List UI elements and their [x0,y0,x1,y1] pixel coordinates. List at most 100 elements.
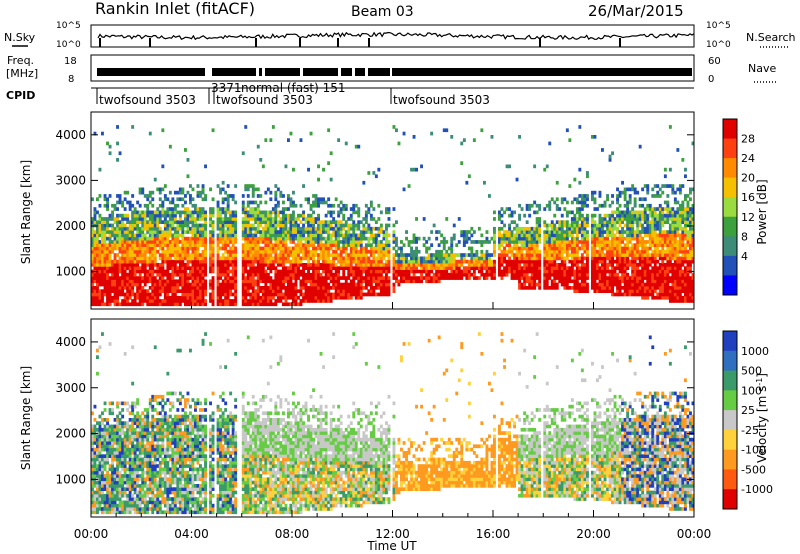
heatmap-cell [377,167,381,172]
heatmap-cell [194,263,197,267]
heatmap-cell [317,223,320,228]
heatmap-cell [108,279,112,284]
heatmap-cell [163,230,167,234]
heatmap-cell [550,259,554,264]
heatmap-cell [199,217,202,221]
heatmap-cell [246,292,250,297]
heatmap-cell [558,263,562,267]
heatmap-cell [382,263,386,267]
heatmap-cell [327,233,331,238]
heatmap-cell [279,253,283,257]
heatmap-cell [608,249,612,254]
heatmap-cell [163,197,167,202]
heatmap-cell [274,259,278,264]
heatmap-cell [465,276,469,280]
heatmap-cell [643,230,647,234]
heatmap-cell [103,259,107,264]
heatmap-cell [191,226,195,231]
heatmap-cell [525,246,529,251]
heatmap-cell [410,269,413,274]
heatmap-cell [284,213,288,218]
heatmap-cell [101,256,104,261]
heatmap-cell [307,236,310,241]
heatmap-cell [593,259,597,264]
heatmap-cell [533,272,537,277]
heatmap-cell [251,217,255,221]
heatmap-cell [636,289,640,293]
heatmap-cell [194,272,197,277]
heatmap-cell [500,256,504,261]
heatmap-cell [467,253,471,257]
heatmap-cell [460,269,464,274]
heatmap-cell [415,259,418,264]
heatmap-cell [633,190,637,195]
heatmap-cell [186,276,190,280]
heatmap-cell [234,217,238,221]
heatmap-cell [249,286,253,290]
heatmap-cell [304,197,308,202]
heatmap-cell [362,253,366,257]
heatmap-cell [111,213,114,218]
heatmap-cell [282,249,285,254]
heatmap-cell [136,243,140,247]
heatmap-cell [598,266,602,270]
heatmap-cell [563,233,567,238]
heatmap-cell [131,282,135,287]
heatmap-cell [573,276,577,280]
heatmap-cell [400,272,403,277]
heatmap-cell [352,282,356,287]
heatmap-cell [608,203,612,208]
heatmap-cell [184,194,187,198]
heatmap-cell [261,263,265,267]
heatmap-cell [402,269,406,274]
heatmap-cell [400,256,403,261]
heatmap-cell [374,226,378,231]
heatmap-cell [636,286,640,290]
heatmap-cell [347,217,351,221]
heatmap-cell [392,272,396,277]
heatmap-cell [153,236,157,241]
heatmap-cell [101,233,104,238]
heatmap-cell [560,266,564,270]
heatmap-cell [352,276,356,280]
heatmap-cell [309,220,313,224]
heatmap-cell [189,213,192,218]
heatmap-cell [623,187,627,192]
heatmap-cell [483,253,486,257]
heatmap-cell [128,236,132,241]
heatmap-cell [568,243,572,247]
heatmap-cell [276,220,280,224]
heatmap-cell [500,253,504,257]
heatmap-cell [631,249,635,254]
heatmap-cell [583,256,587,261]
heatmap-cell [297,263,300,267]
heatmap-cell [327,230,331,234]
heatmap-cell [186,174,190,179]
heatmap-cell [196,279,200,284]
heatmap-cell [181,226,185,231]
heatmap-cell [591,236,594,241]
heatmap-cell [618,286,622,290]
heatmap-cell [123,249,127,254]
heatmap-cell [244,299,248,303]
heatmap-cell [575,246,579,251]
heatmap-cell [493,240,496,244]
heatmap-cell [146,240,150,244]
heatmap-cell [312,292,315,297]
heatmap-cell [437,249,441,254]
heatmap-cell [93,207,97,211]
heatmap-cell [184,302,187,307]
heatmap-cell [568,223,572,228]
heatmap-cell [591,217,594,221]
heatmap-cell [410,279,413,284]
heatmap-cell [261,220,265,224]
heatmap-cell [435,249,439,254]
heatmap-cell [191,299,195,303]
heatmap-cell [508,230,511,234]
heatmap-cell [113,279,117,284]
heatmap-cell [354,233,358,238]
heatmap-cell [395,128,398,133]
heatmap-cell [317,220,320,224]
heatmap-cell [628,276,632,280]
